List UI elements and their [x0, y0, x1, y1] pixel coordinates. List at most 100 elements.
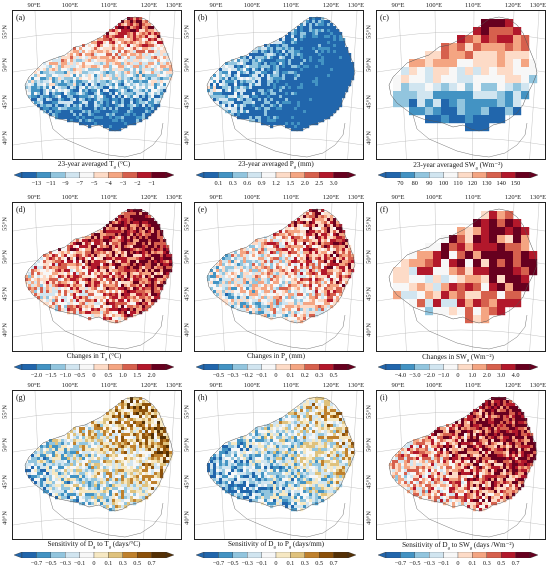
- map-svg: [377, 11, 545, 159]
- colorbar-tick: 0: [456, 372, 460, 379]
- lon-label: 100°E: [61, 382, 79, 389]
- panel-caption: Sensitivity of Da to Pa (days/mm): [227, 540, 325, 551]
- lat-label: 45°N: [183, 287, 191, 301]
- lat-label: 40°N: [183, 323, 191, 337]
- colorbar-tick: −1.0: [59, 372, 71, 379]
- colorbar-tick: 1.2: [272, 180, 280, 187]
- colorbar: [378, 172, 538, 178]
- lat-label: 45°N: [1, 287, 9, 301]
- panel-caption: Sensitivity of Da to SWa (days /Wm⁻²): [402, 541, 514, 552]
- colorbar-tick: 120: [467, 180, 478, 187]
- lon-label: 130°E: [165, 194, 183, 201]
- map-area: (b): [194, 10, 364, 160]
- colorbar-tick: 2.5: [315, 180, 324, 187]
- lon-label: 120°E: [140, 382, 158, 389]
- colorbar-tick: −0.3: [423, 560, 435, 567]
- map-panel-i: 90°E 100°E 110°E 120°E 130°E (i) 55°N 50°N 45°N 4…: [365, 382, 548, 571]
- map-panel-a: 90°E 100°E 110°E 120°E 130°E (a) 55°N 50°N 45°N 4…: [1, 2, 184, 191]
- colorbar-tick: 0.5: [133, 560, 142, 567]
- colorbar-tick: −1.5: [45, 372, 57, 379]
- colorbar-tick: 110: [453, 180, 463, 187]
- lat-label: 40°N: [365, 511, 373, 525]
- colorbar-tick: 70: [397, 180, 404, 187]
- colorbar-tick: 0.5: [315, 560, 324, 567]
- lon-label: 110°E: [100, 382, 118, 389]
- colorbar-tick: −0.5: [45, 560, 57, 567]
- colorbar-tick: 0: [274, 372, 278, 379]
- panel-caption: Sensitivity of Da to Ta (days/°C): [47, 540, 141, 551]
- map-panel-h: 90°E 100°E 110°E 120°E 130°E (h) 55°N 50°N 45°N 4…: [183, 382, 366, 571]
- lat-label: 50°N: [1, 438, 9, 452]
- colorbar-tick: −0.5: [73, 372, 86, 379]
- colorbar-tick: 90: [426, 180, 433, 187]
- colorbar-tick: 0.1: [286, 560, 295, 567]
- lon-label: 100°E: [243, 194, 261, 201]
- colorbar-tick: 0.3: [300, 560, 309, 567]
- colorbar-tick: −1: [148, 180, 155, 187]
- colorbar-tick: 0.5: [329, 372, 338, 379]
- colorbar-tick: 1.5: [286, 180, 295, 187]
- lon-label: 100°E: [425, 382, 443, 389]
- colorbar-tick: 0.5: [497, 560, 506, 567]
- colorbar-tick: −0.7: [394, 560, 407, 567]
- colorbar: [196, 172, 356, 178]
- colorbar-tick: −9: [61, 180, 69, 187]
- colorbar-tick: −0.1: [255, 560, 268, 567]
- lat-label: 55°N: [183, 217, 191, 231]
- lat-label: 40°N: [183, 131, 191, 145]
- lon-label: 110°E: [282, 194, 300, 201]
- lon-label: 130°E: [347, 382, 365, 389]
- lon-label: 100°E: [61, 2, 79, 9]
- colorbar-tick: −0.7: [212, 560, 225, 567]
- colorbar-tick: 0.3: [482, 560, 491, 567]
- colorbar-tick: −11: [45, 180, 56, 187]
- lat-label: 50°N: [1, 58, 9, 72]
- panel-letter: (a): [16, 13, 25, 22]
- lon-label: 130°E: [347, 194, 365, 201]
- colorbar-ticks: 70 80 90 100 110 120 130 140 150: [378, 180, 538, 189]
- colorbar-tick: 3.0: [329, 180, 338, 187]
- colorbar-tick: 140: [496, 180, 506, 187]
- panel-letter: (c): [380, 13, 389, 22]
- colorbar-tick: 0.9: [257, 180, 266, 187]
- panel-letter: (b): [198, 13, 208, 22]
- colorbar-tick: −0.5: [212, 372, 225, 379]
- lat-label: 50°N: [183, 438, 191, 452]
- panel-caption: Changes in Pa (mm): [247, 352, 305, 363]
- map-area: (i): [376, 390, 546, 540]
- colorbar-tick: 0.6: [243, 180, 252, 187]
- panel-caption: 23-year averaged Pa (mm): [238, 160, 314, 171]
- colorbar-tick: 0: [92, 372, 96, 379]
- colorbar-tick: −3.0: [409, 372, 421, 379]
- panel-letter: (g): [16, 393, 26, 402]
- map-area: (f): [376, 202, 546, 352]
- colorbar-tick: 0: [274, 560, 278, 567]
- map-svg: [195, 391, 363, 539]
- lon-label: 100°E: [243, 2, 261, 9]
- colorbar-tick: 0: [456, 560, 460, 567]
- lon-label: 90°E: [391, 2, 405, 9]
- lon-label: 130°E: [529, 2, 547, 9]
- lat-label: 50°N: [183, 250, 191, 264]
- map-panel-c: 90°E 100°E 110°E 120°E 130°E (c) 55°N 50°N 45°N 4…: [366, 2, 548, 191]
- map-svg: [13, 391, 181, 539]
- map-area: (e): [194, 202, 364, 352]
- map-svg: [377, 203, 545, 351]
- colorbar-tick: 0.1: [104, 560, 113, 567]
- lat-label: 50°N: [1, 250, 9, 264]
- colorbar: [14, 172, 174, 178]
- map-panel-d: 90°E 100°E 110°E 120°E 130°E (d) 55°N 50°N 45°N 4…: [1, 194, 184, 383]
- colorbar-tick: −5: [90, 180, 98, 187]
- colorbar-tick: −4.0: [394, 372, 407, 379]
- panel-letter: (i): [380, 393, 388, 402]
- lon-label: 120°E: [322, 194, 340, 201]
- colorbar-tick: 1.0: [468, 372, 477, 379]
- lat-label: 40°N: [1, 131, 9, 145]
- colorbar-ticks: −0.5 −0.3 −0.2 −0.1 0 0.1 0.2 0.3 0.5: [196, 372, 356, 381]
- lat-label: 45°N: [183, 475, 191, 489]
- lat-label: 50°N: [365, 438, 373, 452]
- colorbar-tick: 0.3: [315, 372, 324, 379]
- lon-label: 110°E: [282, 2, 300, 9]
- colorbar-tick: −2.0: [423, 372, 435, 379]
- lon-label: 90°E: [209, 2, 223, 9]
